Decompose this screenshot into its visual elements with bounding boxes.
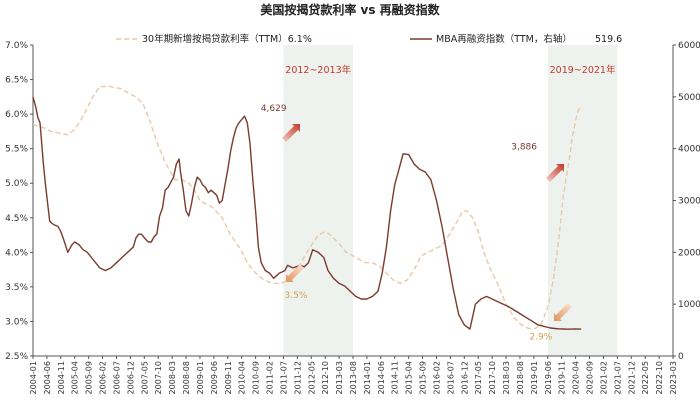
x-tick-label: 2016-07 [446,361,455,394]
left-tick-label: 6.5% [5,76,28,86]
annotation-3: 3,886 [511,143,537,153]
x-tick-label: 2021-02 [599,361,608,394]
x-tick-label: 2011-12 [293,361,302,394]
x-tick-label: 2020-09 [586,361,595,394]
x-tick-label: 2017-10 [488,361,497,394]
x-tick-label: 2006-07 [112,361,121,394]
legend-refi-index-label: MBA再融资指数（TTM，右轴） [436,33,572,45]
x-tick-label: 2014-01 [363,361,372,394]
shaded-period-2 [547,45,618,356]
shaded-period-label-1: 2012~2013年 [285,64,351,76]
x-tick-label: 2016-02 [432,361,441,394]
right-tick-label: 1000 [678,300,700,310]
x-tick-label: 2018-08 [516,361,525,394]
x-tick-label: 2013-03 [335,361,344,394]
x-tick-label: 2011-07 [279,361,288,394]
x-tick-label: 2005-04 [71,361,80,394]
x-tick-label: 2020-04 [572,361,581,394]
x-tick-label: 2009-11 [224,361,233,394]
legend: 30年期新增按揭贷款利率（TTM）6.1% MBA再融资指数（TTM，右轴） 5… [116,33,622,45]
x-tick-label: 2009-01 [196,361,205,394]
x-tick-label: 2015-09 [419,361,428,394]
legend-refi-index-value: 519.6 [595,34,622,45]
x-tick-label: 2019-11 [558,361,567,394]
x-tick-label: 2004-06 [43,361,52,394]
x-tick-label: 2016-12 [460,361,469,394]
annotation-2: 3.5% [285,291,308,301]
up-arrow-icon [282,124,300,142]
x-tick-label: 2022-05 [641,361,650,394]
right-tick-label: 0 [678,352,684,362]
x-tick-label: 2014-06 [377,361,386,394]
chart-title: 美国按揭贷款利率 vs 再融资指数 [260,2,440,17]
left-tick-label: 3.5% [5,283,28,293]
x-tick-label: 2009-06 [210,361,219,394]
left-tick-label: 7.0% [5,41,28,51]
x-tick-label: 2022-10 [655,361,664,394]
x-tick-label: 2005-09 [85,361,94,394]
annotation-4: 2.9% [529,332,552,342]
x-tick-label: 2012-10 [321,361,330,394]
x-tick-label: 2011-02 [266,361,275,394]
left-tick-label: 4.5% [5,214,28,224]
left-tick-label: 6.0% [5,110,28,120]
x-tick-label: 2019-01 [530,361,539,394]
legend-mortgage-rate-label: 30年期新增按揭贷款利率（TTM）6.1% [142,33,312,45]
left-tick-label: 2.5% [5,352,28,362]
x-tick-label: 2004-01 [29,361,38,394]
x-tick-label: 2007-10 [154,361,163,394]
right-tick-label: 5000 [678,93,700,103]
shaded-period-label-2: 2019~2021年 [550,64,616,76]
left-tick-label: 4.0% [5,248,28,258]
x-tick-label: 2023-03 [669,361,678,394]
refi-index-line [32,96,582,330]
x-tick-label: 2017-05 [474,361,483,394]
up-arrow-icon [546,164,564,182]
x-tick-label: 2012-05 [307,361,316,394]
x-tick-label: 2006-12 [126,361,135,394]
x-tick-label: 2014-11 [391,361,400,394]
mortgage-rate-line [32,85,581,330]
x-tick-label: 2021-07 [613,361,622,394]
x-tick-label: 2006-02 [99,361,108,394]
x-tick-label: 2008-03 [168,361,177,394]
x-tick-label: 2008-08 [182,361,191,394]
left-tick-label: 5.5% [5,145,28,155]
right-tick-label: 3000 [678,197,700,207]
down-arrow-icon [286,264,304,282]
right-tick-label: 4000 [678,145,700,155]
right-tick-label: 2000 [678,248,700,258]
x-tick-label: 2018-03 [502,361,511,394]
right-tick-label: 6000 [678,41,700,51]
x-tick-label: 2015-04 [405,361,414,394]
x-tick-label: 2010-09 [252,361,261,394]
shaded-period-1 [283,45,353,356]
annotation-1: 4,629 [261,104,287,114]
x-tick-label: 2021-12 [627,361,636,394]
left-tick-label: 3.0% [5,317,28,327]
down-arrow-icon [554,303,572,321]
x-tick-label: 2007-05 [140,361,149,394]
x-tick-label: 2013-08 [349,361,358,394]
x-tick-label: 2010-04 [238,361,247,394]
x-tick-label: 2004-11 [57,361,66,394]
left-tick-label: 5.0% [5,179,28,189]
x-tick-label: 2019-06 [544,361,553,394]
